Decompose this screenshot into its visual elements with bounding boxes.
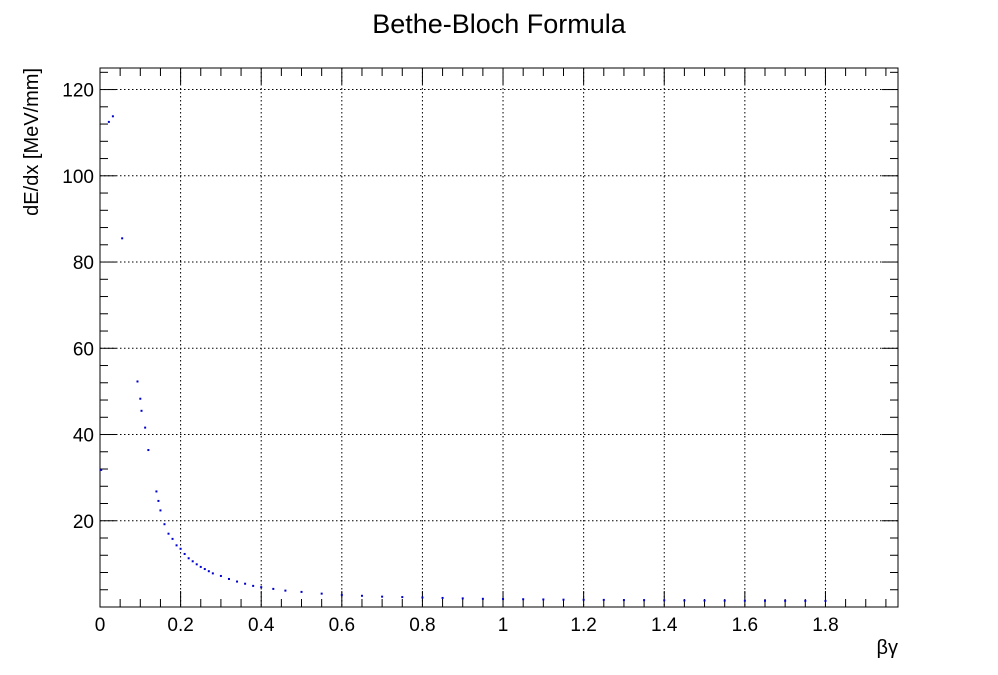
data-point — [743, 599, 746, 602]
data-point — [139, 397, 142, 400]
data-point — [804, 599, 807, 602]
x-tick-label: 1.4 — [651, 615, 678, 636]
x-tick-label: 1.8 — [812, 615, 838, 636]
y-tick-label: 40 — [73, 426, 94, 447]
data-point — [461, 597, 464, 600]
data-point — [764, 599, 766, 602]
x-axis: 0 0.2 0.4 0.6 0.8 1 1.2 1.4 1.6 1.8 — [95, 68, 887, 636]
data-point — [167, 532, 170, 535]
data-point — [723, 599, 726, 602]
data-point — [140, 409, 143, 412]
x-tick-label: 0 — [95, 615, 106, 636]
data-point — [542, 598, 545, 601]
data-point — [260, 586, 263, 589]
data-point — [421, 596, 424, 599]
y-axis-title: dE/dx [MeV/mm] — [21, 68, 43, 216]
data-point — [340, 593, 343, 596]
data-point — [111, 115, 114, 118]
data-point — [199, 565, 202, 568]
x-tick-label: 0.8 — [409, 615, 435, 636]
data-point — [187, 557, 190, 560]
data-point — [203, 568, 206, 571]
data-point — [144, 426, 147, 429]
data-point — [602, 598, 605, 601]
x-tick-label: 0.6 — [329, 615, 355, 636]
data-point — [159, 509, 162, 512]
data-point — [401, 596, 404, 599]
data-point — [360, 594, 363, 597]
data-point — [211, 572, 214, 575]
x-tick-label: 1.6 — [732, 615, 758, 636]
data-point — [163, 523, 166, 526]
x-tick-label: 0.2 — [167, 615, 193, 636]
chart-title: Bethe-Bloch Formula — [372, 9, 627, 39]
data-point — [663, 599, 666, 602]
x-tick-label: 1.2 — [570, 615, 596, 636]
data-point — [441, 596, 444, 599]
data-point — [121, 237, 124, 240]
data-point — [155, 490, 158, 493]
data-point — [824, 599, 827, 602]
data-point — [175, 544, 178, 547]
data-point — [683, 599, 686, 602]
x-tick-label: 1 — [498, 615, 509, 636]
y-tick-label: 60 — [73, 339, 94, 360]
data-point — [191, 560, 194, 563]
data-point — [562, 598, 565, 601]
data-point — [622, 599, 625, 602]
data-point — [236, 580, 239, 583]
data-point — [300, 590, 303, 593]
x-tick-label: 0.4 — [248, 615, 275, 636]
grid — [100, 68, 898, 607]
data-point — [252, 584, 255, 587]
data-point — [502, 598, 505, 601]
data-point — [582, 598, 585, 601]
data-point — [171, 537, 174, 540]
y-tick-label: 100 — [62, 167, 94, 188]
data-point — [481, 597, 484, 600]
data-point — [381, 595, 384, 598]
x-axis-title: βγ — [876, 637, 898, 659]
data-point — [147, 449, 150, 452]
data-point — [195, 563, 198, 566]
y-tick-label: 80 — [73, 253, 94, 274]
data-point — [272, 587, 275, 590]
data-point — [179, 547, 182, 550]
y-tick-label: 20 — [73, 512, 94, 533]
data-point — [207, 570, 210, 573]
data-point — [107, 120, 110, 123]
data-point — [244, 582, 247, 585]
data-point — [320, 592, 323, 595]
data-point — [183, 552, 186, 555]
data-points — [100, 115, 827, 602]
data-point — [227, 577, 230, 580]
data-point — [703, 599, 706, 602]
data-point — [100, 468, 103, 471]
data-point — [643, 599, 646, 602]
y-axis: 20 40 60 80 100 120 — [62, 71, 898, 591]
data-point — [522, 598, 525, 601]
data-point — [784, 599, 787, 602]
data-point — [136, 380, 139, 383]
plot-frame — [99, 67, 899, 608]
data-point — [219, 574, 222, 577]
y-tick-label: 120 — [62, 81, 94, 102]
data-point — [284, 589, 287, 592]
data-point — [157, 499, 160, 502]
